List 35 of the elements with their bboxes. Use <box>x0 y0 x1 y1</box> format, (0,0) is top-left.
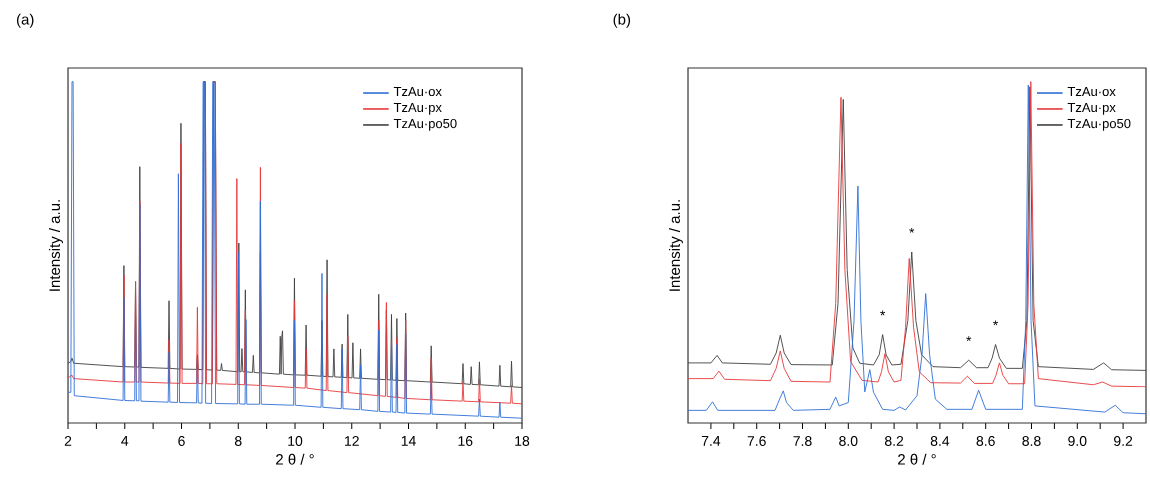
x-tick-label: 9.2 <box>1114 436 1133 446</box>
annotation: * <box>966 336 972 342</box>
x-tick-label: 8 <box>234 436 242 446</box>
legend-label: TzAu·px <box>393 102 442 115</box>
annotation: * <box>993 320 999 326</box>
x-tick-label: 2 <box>64 436 72 446</box>
x-axis-title: 2 θ / ° <box>898 453 936 465</box>
x-tick-label: 8.4 <box>930 436 950 446</box>
x-tick-label: 4 <box>121 436 129 446</box>
x-tick-label: 9.0 <box>1068 436 1087 446</box>
legend-label: TzAu·ox <box>393 87 442 97</box>
x-tick-label: 7.8 <box>793 436 812 446</box>
x-axis-title: 2 θ / ° <box>276 453 314 465</box>
x-tick-label: 6 <box>178 436 185 446</box>
y-axis-title: Intensity / a.u. <box>48 200 63 291</box>
x-tick-label: 10 <box>288 436 303 446</box>
x-tick-label: 8.2 <box>884 436 904 446</box>
x-tick-label: 8.6 <box>976 436 995 446</box>
x-tick-label: 14 <box>401 436 416 446</box>
legend-label: TzAu·po50 <box>1067 118 1131 131</box>
x-tick-label: 16 <box>458 436 473 446</box>
x-tick-label: 8.8 <box>1022 436 1041 446</box>
legend-label: TzAu·px <box>1067 102 1116 115</box>
x-tick-label: 7.6 <box>747 436 766 446</box>
x-tick-label: 7.4 <box>701 436 721 446</box>
chart-title: (b) <box>613 13 631 28</box>
annotation: * <box>880 310 886 316</box>
x-tick-label: 12 <box>345 436 359 446</box>
annotation: * <box>909 227 915 233</box>
x-tick-label: 18 <box>515 436 530 446</box>
x-tick-label: 8.0 <box>839 436 858 446</box>
y-axis-title: Intensity / a.u. <box>668 200 683 291</box>
legend-label: TzAu·po50 <box>393 118 457 131</box>
chart-title: (a) <box>17 13 34 28</box>
legend-label: TzAu·ox <box>1067 87 1116 97</box>
